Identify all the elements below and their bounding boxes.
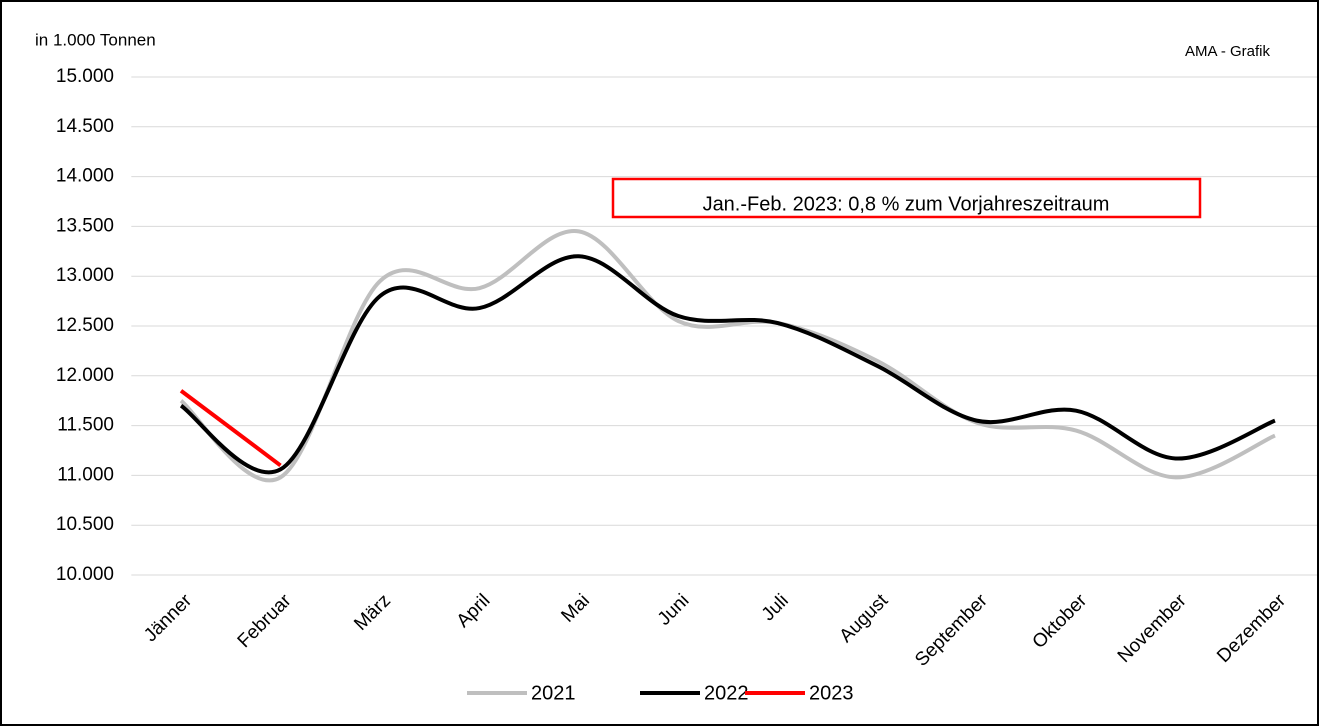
legend-label: 2021 — [531, 682, 576, 704]
x-tick-label: März — [350, 590, 395, 635]
x-tick-label: April — [453, 590, 495, 632]
legend-label: 2022 — [704, 682, 749, 704]
x-tick-label: Oktober — [1029, 590, 1092, 653]
y-axis-label: in 1.000 Tonnen — [35, 30, 156, 49]
source: AMA - Grafik — [1185, 43, 1271, 60]
x-tick-label: August — [836, 590, 893, 647]
x-tick-label: Jänner — [140, 590, 196, 646]
legend-label: 2023 — [809, 682, 854, 704]
y-tick-label: 11.000 — [57, 464, 114, 485]
line-series — [179, 229, 1276, 483]
y-tick-label: 14.500 — [56, 116, 114, 137]
y-tick-label: 10.000 — [56, 564, 114, 585]
x-tick-label: September — [911, 590, 992, 671]
x-tick-label: Februar — [234, 590, 296, 652]
x-tick-label: Dezember — [1213, 590, 1290, 667]
x-tick-label: Juni — [654, 590, 693, 629]
x-tick-label: November — [1114, 590, 1191, 667]
line-series — [179, 389, 282, 468]
x-tick-label: Juli — [758, 590, 793, 625]
y-tick-label: 11.500 — [57, 415, 114, 436]
y-tick-label: 13.000 — [56, 265, 114, 286]
y-tick-label: 12.000 — [56, 365, 114, 386]
annotation-box — [611, 177, 1202, 219]
y-tick-label: 10.500 — [56, 514, 114, 535]
line-series — [179, 254, 1276, 475]
y-tick-label: 13.500 — [56, 215, 114, 236]
annotation: Jan.-Feb. 2023: 0,8 % zum Vorjahreszeitr… — [703, 193, 1110, 215]
y-tick-label: 15.000 — [56, 66, 114, 87]
y-tick-label: 14.000 — [56, 166, 114, 187]
x-tick-label: Mai — [557, 590, 594, 627]
y-tick-label: 12.500 — [56, 315, 114, 336]
